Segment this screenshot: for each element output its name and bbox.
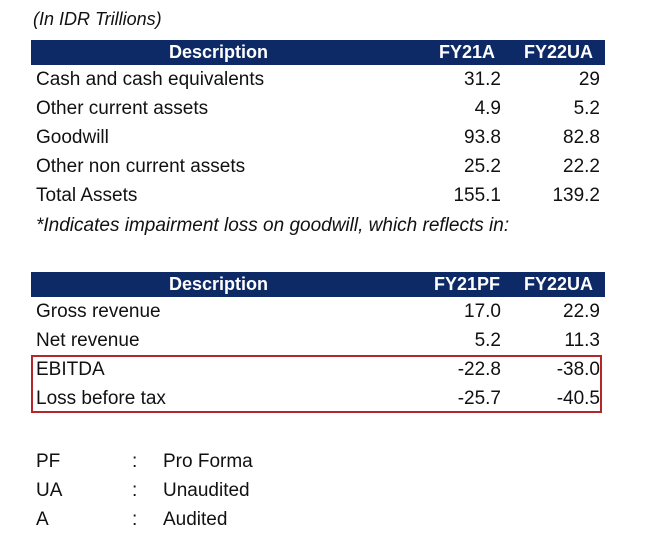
- balance-table: Description FY21A FY22UA Cash and cash e…: [31, 40, 605, 210]
- row-value-fy21a: 31.2: [464, 69, 501, 90]
- balance-table-header: Description FY21A FY22UA: [31, 40, 605, 65]
- header-fy21pf: FY21PF: [433, 274, 501, 294]
- row-value-fy22ua: 5.2: [573, 98, 600, 119]
- table-row: Total Assets 155.1 139.2: [31, 181, 605, 210]
- row-value-fy21a: 155.1: [453, 185, 501, 206]
- row-label: EBITDA: [36, 359, 105, 380]
- highlight-box: [31, 355, 602, 413]
- row-label: Loss before tax: [36, 388, 166, 409]
- legend-abbr: UA: [36, 480, 63, 501]
- row-label: Goodwill: [36, 127, 109, 148]
- legend-separator: :: [132, 509, 138, 530]
- table-row: Gross revenue 17.0 22.9: [31, 297, 605, 326]
- row-label: Other non current assets: [36, 156, 246, 177]
- row-value-fy21a: 93.8: [464, 127, 501, 148]
- row-value-fy21pf: 5.2: [474, 330, 501, 351]
- legend-abbr: A: [36, 509, 49, 530]
- table-row: Cash and cash equivalents 31.2 29: [31, 65, 605, 94]
- row-value-fy22ua: 22.9: [563, 301, 600, 322]
- legend-definition: Audited: [163, 509, 228, 530]
- row-value-fy21a: 4.9: [474, 98, 501, 119]
- row-label: Gross revenue: [36, 301, 161, 322]
- header-description: Description: [168, 274, 269, 294]
- table-row: Goodwill 93.8 82.8: [31, 123, 605, 152]
- row-value-fy22ua: -38.0: [556, 359, 600, 380]
- header-description: Description: [168, 42, 269, 62]
- unit-note: (In IDR Trillions): [33, 9, 162, 29]
- header-fy22ua: FY22UA: [523, 42, 594, 62]
- table-row: Net revenue 5.2 11.3: [31, 326, 605, 355]
- income-table: Description FY21PF FY22UA Gross revenue …: [31, 272, 605, 413]
- table-row: Loss before tax -25.7 -40.5: [31, 384, 605, 413]
- row-label: Total Assets: [36, 185, 138, 206]
- legend-definition: Unaudited: [163, 480, 250, 501]
- table-row: Other current assets 4.9 5.2: [31, 94, 605, 123]
- legend-definition: Pro Forma: [163, 451, 253, 472]
- row-label: Net revenue: [36, 330, 140, 351]
- row-label: Other current assets: [36, 98, 209, 119]
- legend-separator: :: [132, 451, 138, 472]
- row-value-fy21a: 25.2: [464, 156, 501, 177]
- legend-abbr: PF: [36, 451, 61, 472]
- header-fy22ua: FY22UA: [523, 274, 594, 294]
- row-value-fy22ua: 82.8: [563, 127, 600, 148]
- row-value-fy22ua: 29: [578, 69, 600, 90]
- row-value-fy22ua: 139.2: [552, 185, 600, 206]
- table-row: Other non current assets 25.2 22.2: [31, 152, 605, 181]
- row-value-fy22ua: 22.2: [563, 156, 600, 177]
- legend-separator: :: [132, 480, 138, 501]
- row-label: Cash and cash equivalents: [36, 69, 265, 90]
- footnote: *Indicates impairment loss on goodwill, …: [36, 215, 510, 236]
- row-value-fy21pf: -25.7: [457, 388, 501, 409]
- row-value-fy21pf: 17.0: [464, 301, 501, 322]
- header-fy21a: FY21A: [438, 42, 496, 62]
- row-value-fy22ua: -40.5: [556, 388, 600, 409]
- income-table-header: Description FY21PF FY22UA: [31, 272, 605, 297]
- table-row: EBITDA -22.8 -38.0: [31, 355, 605, 384]
- row-value-fy21pf: -22.8: [457, 359, 501, 380]
- row-value-fy22ua: 11.3: [564, 330, 600, 351]
